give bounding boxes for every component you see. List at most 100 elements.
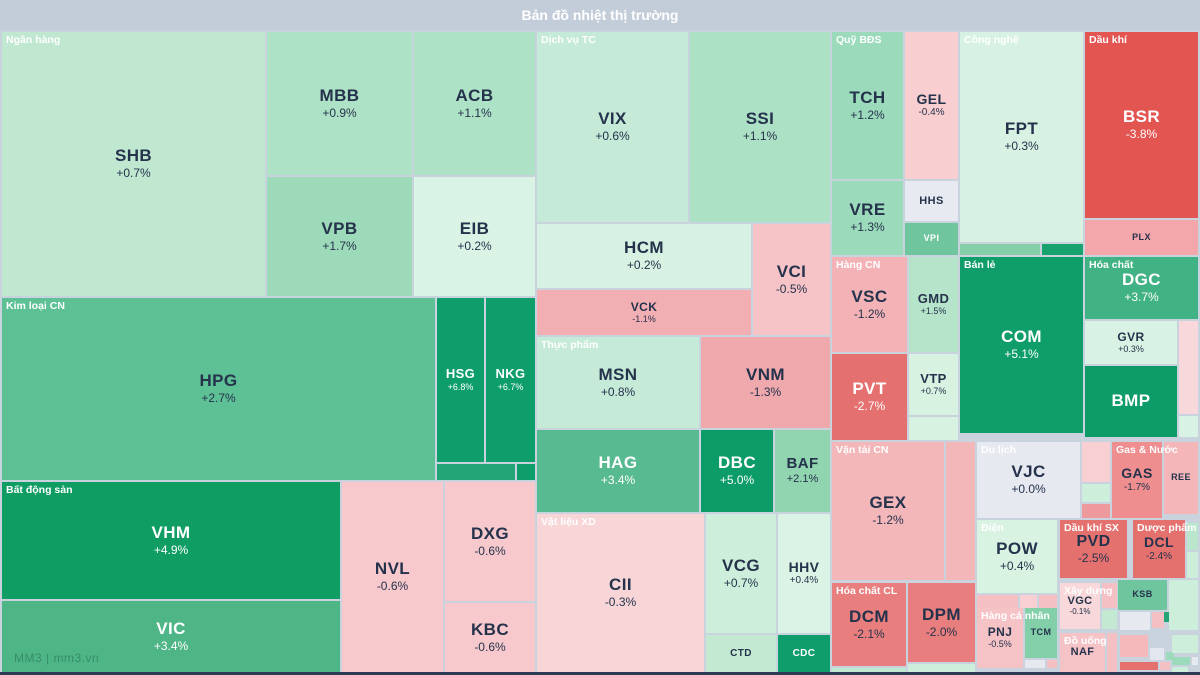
heatmap-tile-KSB[interactable]: KSB	[1118, 580, 1167, 610]
heatmap-mini-tile[interactable]	[832, 668, 906, 672]
heatmap-tile-SHB[interactable]: SHB +0.7%	[2, 32, 265, 296]
heatmap-mini-tile[interactable]	[1179, 416, 1198, 437]
heatmap-mini-tile[interactable]	[1025, 660, 1045, 668]
heatmap-mini-tile[interactable]	[1020, 595, 1037, 608]
heatmap-tile-HSG[interactable]: HSG +6.8%	[437, 298, 484, 462]
heatmap-tile-DXG[interactable]: DXG -0.6%	[445, 482, 535, 601]
heatmap-tile-BMP[interactable]: BMP	[1085, 366, 1177, 437]
heatmap-tile-KBC[interactable]: KBC -0.6%	[445, 603, 535, 672]
heatmap-mini-tile[interactable]	[1187, 552, 1198, 578]
heatmap-mini-tile[interactable]	[908, 664, 975, 672]
heatmap-tile-POW[interactable]: POW +0.4%	[977, 520, 1057, 593]
heatmap-tile-GEX[interactable]: GEX -1.2%	[832, 442, 944, 580]
heatmap-tile-VGC[interactable]: VGC -0.1%	[1060, 583, 1100, 629]
heatmap-mini-tile[interactable]	[1120, 662, 1158, 670]
heatmap-tile-HHV[interactable]: HHV +0.4%	[778, 514, 830, 633]
heatmap-mini-tile[interactable]	[1179, 321, 1198, 414]
heatmap-tile-VIC[interactable]: VIC +3.4%	[2, 601, 340, 672]
heatmap-tile-GAS[interactable]: GAS -1.7%	[1112, 442, 1162, 518]
heatmap-tile-VTP[interactable]: VTP +0.7%	[909, 354, 958, 415]
heatmap-tile-TCH[interactable]: TCH +1.2%	[832, 32, 903, 179]
heatmap-mini-tile[interactable]	[960, 244, 1040, 255]
heatmap-mini-tile[interactable]	[946, 442, 975, 580]
heatmap-tile-VNM[interactable]: VNM -1.3%	[701, 337, 830, 428]
ticker-symbol: DPM	[922, 604, 961, 624]
heatmap-tile-BAF[interactable]: BAF +2.1%	[775, 430, 830, 512]
heatmap-tile-NVL[interactable]: NVL -0.6%	[342, 482, 443, 672]
heatmap-mini-tile[interactable]	[1120, 635, 1148, 657]
heatmap-tile-VSC[interactable]: VSC -1.2%	[832, 257, 907, 352]
ticker-symbol: VGC	[1067, 595, 1093, 608]
heatmap-tile-PVT[interactable]: PVT -2.7%	[832, 354, 907, 440]
heatmap-tile-PLX[interactable]: PLX	[1085, 220, 1198, 255]
heatmap-mini-tile[interactable]	[1150, 648, 1164, 660]
heatmap-tile-DCL[interactable]: DCL -2.4%	[1133, 520, 1185, 578]
heatmap-mini-tile[interactable]	[1082, 504, 1110, 518]
heatmap-mini-tile[interactable]	[1082, 484, 1110, 502]
heatmap-tile-ACB[interactable]: ACB +1.1%	[414, 32, 535, 175]
heatmap-mini-tile[interactable]	[1102, 610, 1117, 629]
heatmap-tile-GEL[interactable]: GEL -0.4%	[905, 32, 958, 179]
heatmap-mini-tile[interactable]	[1172, 667, 1188, 672]
ticker-symbol: VJC	[1011, 462, 1046, 482]
heatmap-tile-FPT[interactable]: FPT +0.3%	[960, 32, 1083, 242]
heatmap-mini-tile[interactable]	[1187, 523, 1198, 550]
heatmap-tile-VHM[interactable]: VHM +4.9%	[2, 482, 340, 599]
heatmap-mini-tile[interactable]	[1172, 657, 1190, 665]
heatmap-tile-VCK[interactable]: VCK -1.1%	[537, 290, 751, 335]
heatmap-tile-TCM[interactable]: TCM	[1025, 608, 1057, 658]
heatmap-tile-VCG[interactable]: VCG +0.7%	[706, 514, 776, 633]
heatmap-tile-HHS[interactable]: HHS	[905, 181, 958, 221]
heatmap-tile-DGC[interactable]: DGC +3.7%	[1085, 257, 1198, 319]
heatmap-tile-VRE[interactable]: VRE +1.3%	[832, 181, 903, 255]
heatmap-tile-GMD[interactable]: GMD +1.5%	[909, 257, 958, 352]
heatmap-mini-tile[interactable]	[1120, 612, 1150, 630]
ticker-symbol: VCI	[776, 261, 807, 281]
heatmap-mini-tile[interactable]	[1107, 633, 1117, 672]
heatmap-tile-DPM[interactable]: DPM -2.0%	[908, 583, 975, 662]
heatmap-mini-tile[interactable]	[1166, 652, 1174, 660]
heatmap-tile-MSN[interactable]: MSN +0.8%	[537, 337, 699, 428]
ticker-change: -1.2%	[853, 306, 886, 321]
heatmap-tile-HAG[interactable]: HAG +3.4%	[537, 430, 699, 512]
heatmap-tile-VPB[interactable]: VPB +1.7%	[267, 177, 412, 296]
heatmap-mini-tile[interactable]	[1047, 660, 1057, 668]
heatmap-tile-VIX[interactable]: VIX +0.6%	[537, 32, 688, 222]
heatmap-tile-CII[interactable]: CII -0.3%	[537, 514, 704, 672]
heatmap-tile-EIB[interactable]: EIB +0.2%	[414, 177, 535, 296]
ticker-change: +0.6%	[595, 129, 630, 144]
heatmap-tile-HCM[interactable]: HCM +0.2%	[537, 224, 751, 288]
heatmap-mini-tile[interactable]	[1164, 612, 1169, 622]
heatmap-mini-tile[interactable]	[1169, 580, 1198, 630]
heatmap-tile-CDC[interactable]: CDC	[778, 635, 830, 672]
heatmap-mini-tile[interactable]	[1039, 595, 1057, 608]
heatmap-tile-COM[interactable]: COM +5.1%	[960, 257, 1083, 433]
heatmap-mini-tile[interactable]	[1082, 442, 1110, 482]
heatmap-tile-VCI[interactable]: VCI -0.5%	[753, 224, 830, 335]
heatmap-mini-tile[interactable]	[517, 464, 535, 480]
heatmap-tile-BSR[interactable]: BSR -3.8%	[1085, 32, 1198, 218]
heatmap-mini-tile[interactable]	[1160, 662, 1170, 670]
heatmap-tile-VPI[interactable]: VPI	[905, 223, 958, 255]
heatmap-mini-tile[interactable]	[1172, 635, 1198, 653]
heatmap-tile-GVR[interactable]: GVR +0.3%	[1085, 321, 1177, 364]
heatmap-mini-tile[interactable]	[1042, 244, 1083, 255]
heatmap-mini-tile[interactable]	[1152, 612, 1164, 628]
heatmap-tile-CTD[interactable]: CTD	[706, 635, 776, 672]
heatmap-tile-HPG[interactable]: HPG +2.7%	[2, 298, 435, 480]
heatmap-tile-PNJ[interactable]: PNJ -0.5%	[977, 608, 1023, 668]
heatmap-tile-DCM[interactable]: DCM -2.1%	[832, 583, 906, 666]
heatmap-tile-NAF[interactable]: NAF	[1060, 633, 1105, 672]
heatmap-mini-tile[interactable]	[1192, 657, 1198, 665]
heatmap-tile-PVD[interactable]: PVD -2.5%	[1060, 520, 1127, 578]
heatmap-mini-tile[interactable]	[909, 417, 958, 440]
heatmap-tile-VJC[interactable]: VJC +0.0%	[977, 442, 1080, 518]
heatmap-mini-tile[interactable]	[437, 464, 515, 480]
heatmap-mini-tile[interactable]	[1102, 583, 1117, 608]
heatmap-tile-NKG[interactable]: NKG +6.7%	[486, 298, 535, 462]
heatmap-tile-REE[interactable]: REE	[1164, 442, 1198, 514]
heatmap-tile-SSI[interactable]: SSI +1.1%	[690, 32, 830, 222]
heatmap-mini-tile[interactable]	[977, 595, 1018, 608]
heatmap-tile-MBB[interactable]: MBB +0.9%	[267, 32, 412, 175]
heatmap-tile-DBC[interactable]: DBC +5.0%	[701, 430, 773, 512]
